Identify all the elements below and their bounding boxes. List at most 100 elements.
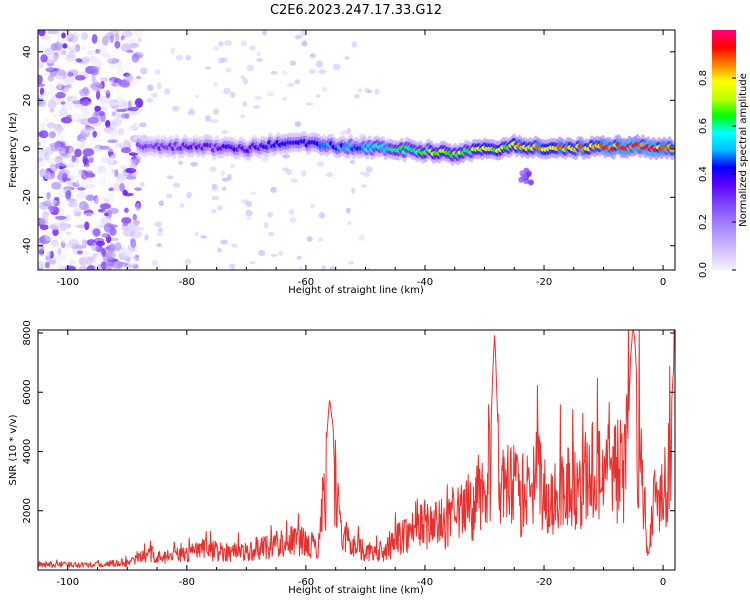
heatmap-noise-cell: [310, 203, 316, 209]
heatmap-noise-cell: [109, 86, 115, 96]
heatmap-noise-cell: [122, 250, 130, 260]
heatmap-noise-cell: [186, 191, 192, 199]
heatmap-noise-cell: [68, 148, 73, 159]
heatmap-noise-cell: [151, 92, 159, 98]
heatmap-noise-cell: [109, 154, 115, 164]
heatmap-noise-cell: [230, 164, 236, 168]
heatmap-noise-cell: [250, 191, 257, 196]
heatmap-noise-cell: [64, 57, 75, 65]
heatmap-noise-cell: [75, 118, 88, 123]
heatmap-noise-cell: [135, 202, 141, 212]
heatmap-noise-cell: [132, 122, 139, 131]
heatmap-noise-cell: [46, 198, 51, 206]
heatmap-noise-cell: [111, 169, 117, 173]
heatmap-noise-cell: [66, 46, 72, 50]
heatmap-noise-cell: [115, 108, 128, 113]
heatmap-noise-cell: [137, 227, 145, 231]
heatmap-noise-cell: [105, 119, 111, 129]
heatmap-noise-cell: [240, 75, 245, 80]
heatmap-noise-cell: [58, 137, 65, 143]
heatmap-x-tick-label: 0: [660, 277, 666, 288]
heatmap-noise-cell: [108, 187, 114, 192]
heatmap-noise-cell: [332, 63, 341, 71]
heatmap-noise-cell: [65, 181, 72, 185]
heatmap-noise-cell: [107, 58, 120, 64]
heatmap-noise-cell: [294, 79, 300, 85]
heatmap-noise-cell: [267, 212, 274, 218]
heatmap-noise-cell: [93, 195, 99, 205]
heatmap-noise-cell: [220, 57, 228, 64]
heatmap-noise-cell: [77, 187, 86, 191]
heatmap-noise-cell: [134, 187, 142, 191]
heatmap-noise-cell: [66, 95, 77, 103]
heatmap-noise-cell: [164, 88, 171, 95]
heatmap-noise-cell: [306, 236, 313, 242]
heatmap-noise-cell: [121, 43, 131, 52]
heatmap-noise-cell: [270, 253, 278, 257]
heatmap-noise-cell: [125, 255, 131, 263]
heatmap-noise-cell: [70, 175, 77, 179]
colorbar-tick-label: 0.0: [698, 262, 709, 278]
heatmap-noise-cell: [77, 170, 83, 179]
heatmap-noise-cell: [367, 89, 372, 94]
heatmap-noise-cell: [99, 145, 110, 150]
heatmap-noise-cell: [38, 243, 41, 251]
heatmap-noise-cell: [300, 30, 307, 37]
heatmap-noise-cell: [44, 172, 56, 180]
heatmap-noise-cell: [118, 144, 127, 148]
heatmap-noise-cell: [114, 242, 122, 251]
heatmap-noise-cell: [101, 248, 106, 258]
heatmap-noise-cell: [156, 231, 164, 237]
heatmap-noise-cell: [187, 109, 195, 116]
heatmap-noise-cell: [55, 91, 66, 99]
heatmap-noise-cell: [86, 50, 98, 55]
heatmap-noise-cell: [40, 54, 48, 63]
heatmap-noise-cell: [110, 112, 118, 120]
colorbar-ticks: 0.0 0.2 0.4 0.6 0.8: [698, 70, 736, 278]
heatmap-noise-cell: [59, 151, 69, 157]
heatmap-noise-cell: [270, 186, 277, 193]
heatmap-noise-cell: [113, 47, 123, 51]
heatmap-noise-cell: [308, 69, 317, 74]
heatmap-noise-cell: [55, 147, 66, 154]
heatmap-noise-cell: [95, 253, 104, 259]
heatmap-noise-cell: [281, 70, 288, 76]
heatmap-noise-cell: [216, 204, 223, 211]
heatmap-noise-cell: [220, 239, 228, 245]
heatmap-noise-cell: [58, 40, 66, 45]
heatmap-noise-cell: [358, 234, 366, 241]
heatmap-noise-cell: [85, 194, 95, 201]
heatmap-noise-cell: [57, 80, 63, 90]
heatmap-noise-cell: [263, 221, 269, 229]
heatmap-noise-cell: [70, 52, 77, 62]
heatmap-noise-cell: [242, 77, 249, 85]
heatmap-noise-cell: [82, 212, 95, 220]
heatmap-noise-cell: [39, 201, 49, 210]
heatmap-noise-cell: [227, 173, 232, 181]
heatmap-noise-cell: [209, 166, 217, 173]
heatmap-noise-cell: [122, 221, 129, 227]
heatmap-noise-cell: [39, 130, 49, 139]
heatmap-noise-cell: [53, 125, 65, 132]
heatmap-noise-cell: [96, 176, 107, 182]
heatmap-noise-cell: [57, 247, 62, 256]
heatmap-noise-cell: [91, 227, 101, 237]
heatmap-noise-cell: [220, 169, 226, 177]
snr-x-axis-label: Height of straight line (km): [288, 585, 424, 596]
heatmap-noise-cell: [75, 224, 86, 229]
heatmap-noise-cell: [365, 166, 373, 173]
heatmap-noise-cell: [91, 66, 101, 70]
heatmap-noise-cell: [40, 40, 51, 47]
snr-x-tick-label: 0: [660, 577, 666, 588]
heatmap-noise-cell: [38, 83, 46, 87]
snr-x-tick-label: -40: [417, 577, 433, 588]
heatmap-noise-cell: [212, 82, 219, 88]
heatmap-noise-cell: [80, 141, 86, 147]
heatmap-noise-cell: [344, 56, 350, 60]
heatmap-noise-cell: [51, 181, 62, 190]
heatmap-noise-cell: [91, 56, 101, 66]
heatmap-y-axis-label: Frequency (Hz): [8, 112, 19, 188]
heatmap-noise-cell: [224, 40, 233, 46]
heatmap-x-axis-label: Height of straight line (km): [288, 285, 424, 296]
heatmap-noise-cell: [301, 170, 307, 178]
